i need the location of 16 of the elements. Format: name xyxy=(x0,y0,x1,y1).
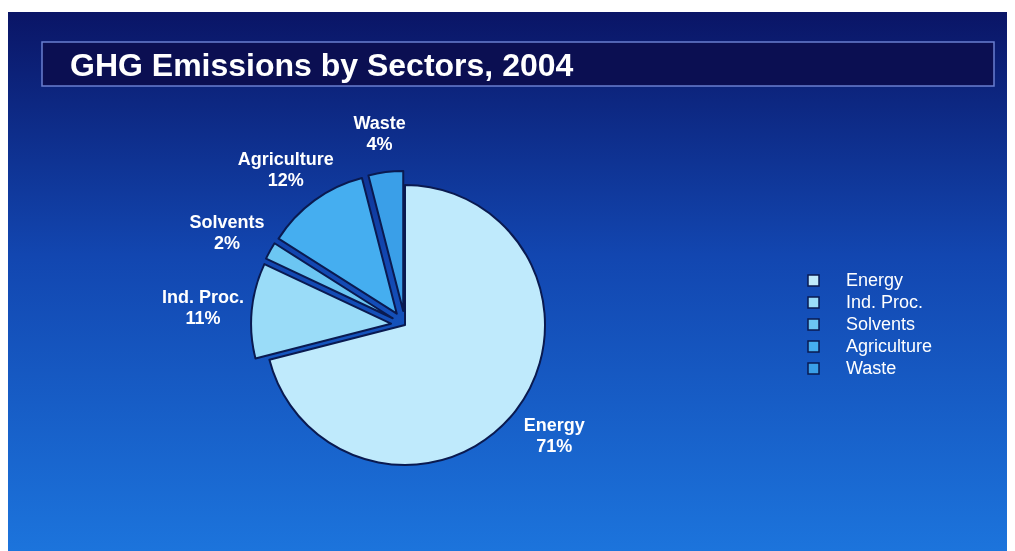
data-label: 4% xyxy=(366,134,393,155)
legend-label: Ind. Proc. xyxy=(846,292,924,312)
slice-label: Agriculture xyxy=(237,148,334,169)
data-label: 11% xyxy=(185,307,221,328)
data-label: 2% xyxy=(214,232,241,253)
legend-label: Agriculture xyxy=(846,336,933,356)
slice-label: Energy xyxy=(523,414,585,435)
data-label: 12% xyxy=(267,169,304,190)
legend-label: Energy xyxy=(846,270,904,290)
slice-label: Ind. Proc. xyxy=(161,286,244,307)
legend-label: Solvents xyxy=(846,314,916,334)
legend-label: Waste xyxy=(846,358,897,378)
slice-label: Solvents xyxy=(189,211,265,232)
data-label: 71% xyxy=(536,435,573,456)
slice-label: Waste xyxy=(353,113,406,134)
chart-title: GHG Emissions by Sectors, 2004 xyxy=(70,47,574,83)
